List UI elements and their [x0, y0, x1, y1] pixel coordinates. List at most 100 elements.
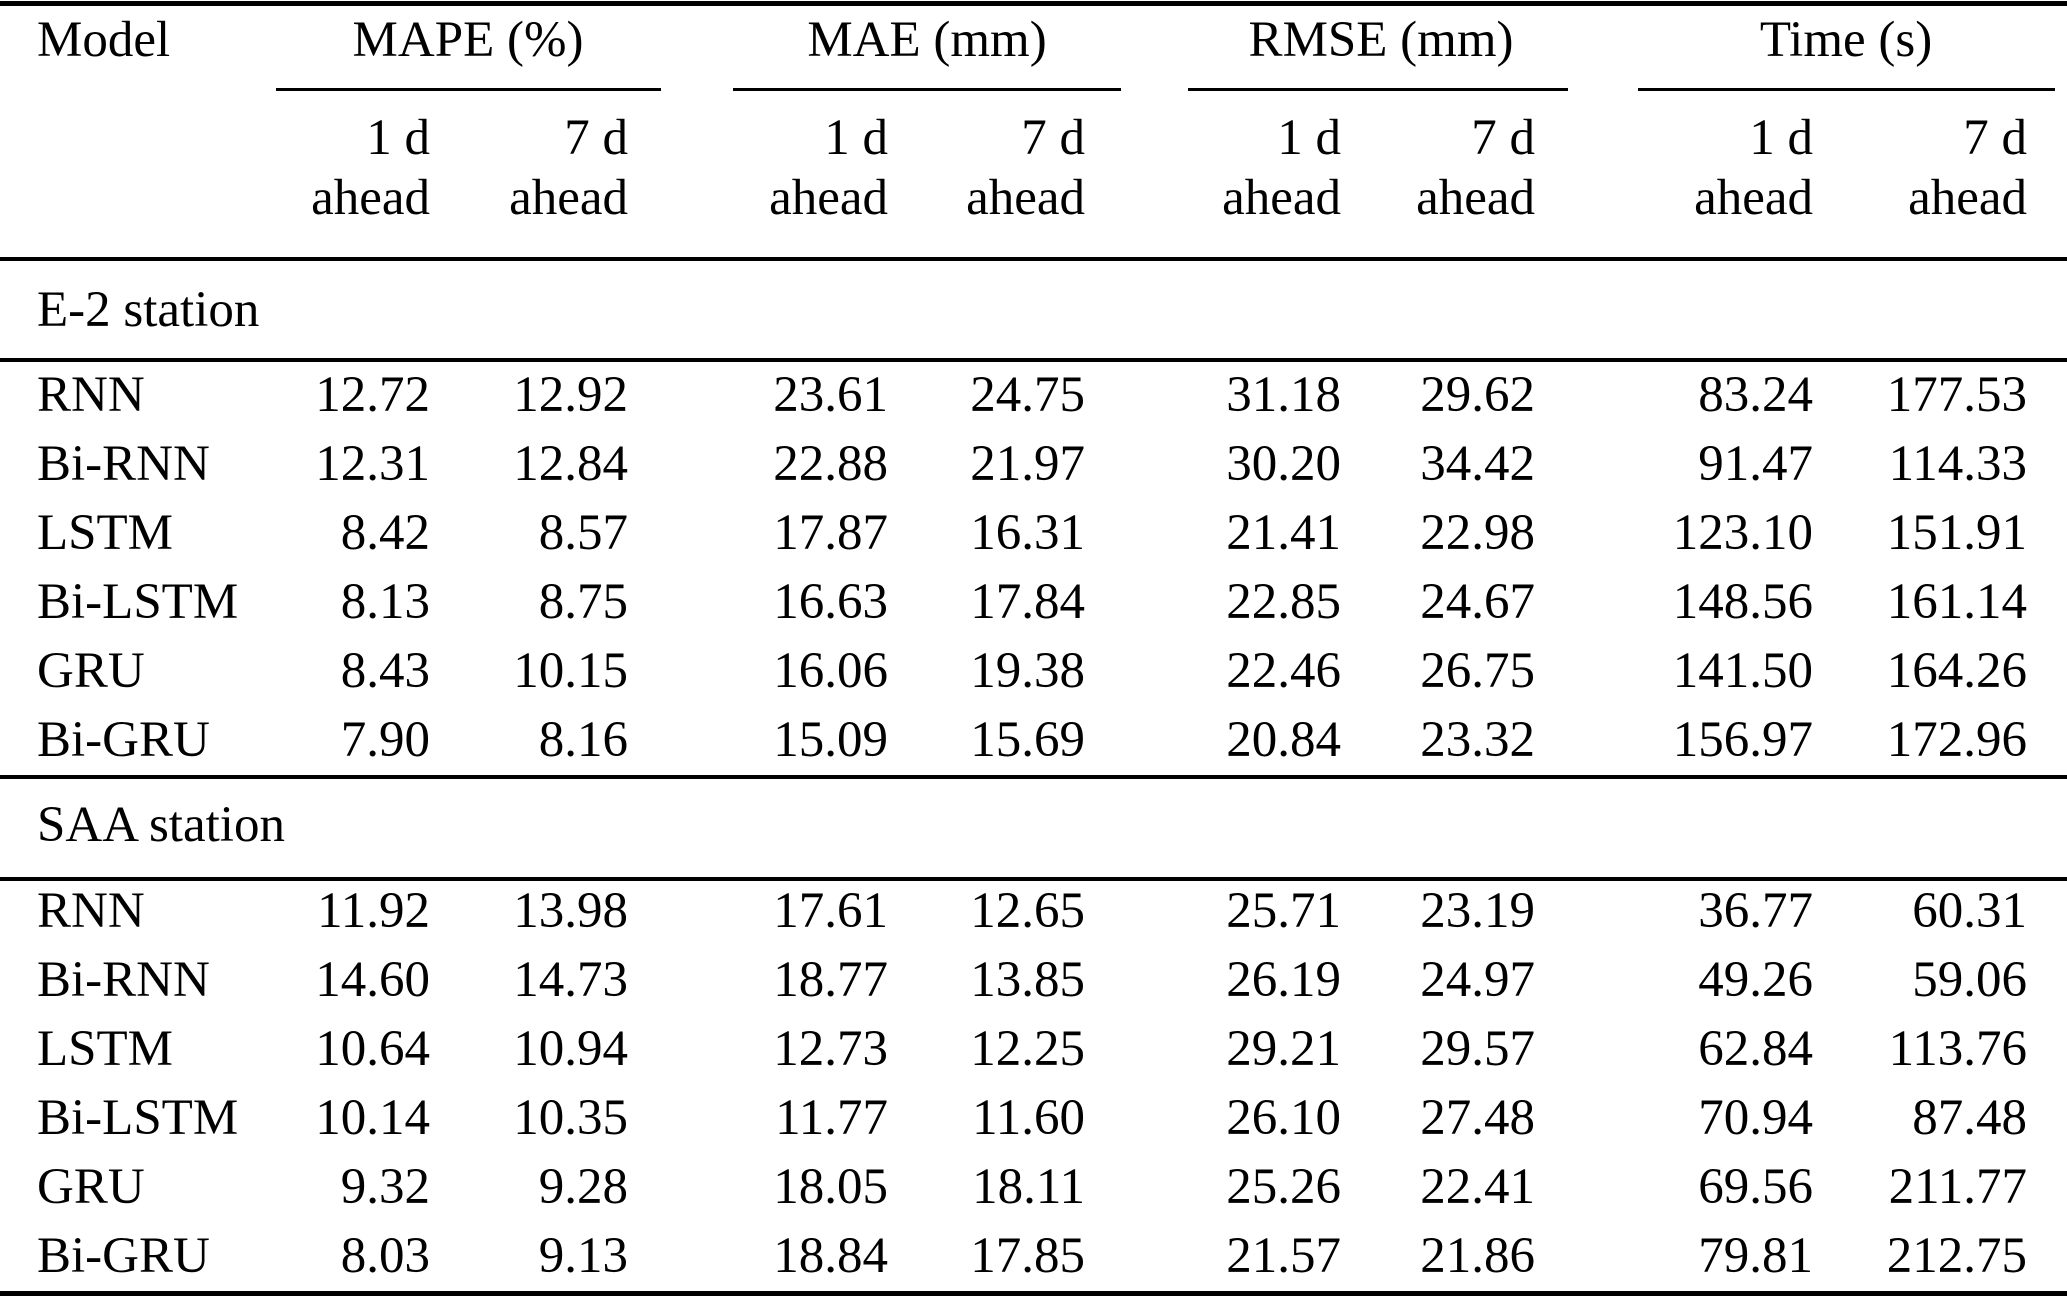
value-cell: 29.62	[1420, 366, 1536, 423]
value-cell: 22.41	[1420, 1158, 1536, 1215]
value-cell: 10.14	[315, 1089, 430, 1146]
value-cell: 11.77	[775, 1089, 888, 1146]
value-cell: 113.76	[1888, 1020, 2028, 1077]
model-cell: Bi-LSTM	[37, 573, 239, 630]
subheader-line2: ahead	[1908, 170, 2028, 226]
value-cell: 21.97	[970, 435, 1086, 492]
value-cell: 19.38	[970, 642, 1086, 699]
model-cell: Bi-RNN	[37, 951, 210, 1008]
table-row: RNN 11.92 13.98 17.61 12.65 25.71 23.19 …	[0, 876, 2067, 945]
table-row: GRU 8.43 10.15 16.06 19.38 22.46 26.75 1…	[0, 636, 2067, 705]
subheader-mae-7d: 7 d ahead	[888, 92, 1085, 260]
value-cell: 59.06	[1912, 951, 2028, 1008]
subheader-mape-7d: 7 d ahead	[430, 92, 628, 260]
value-cell: 22.88	[773, 435, 888, 492]
value-cell: 70.94	[1698, 1089, 1814, 1146]
rule-e2-section-bottom	[0, 358, 2067, 362]
value-cell: 23.32	[1420, 711, 1536, 768]
value-cell: 30.20	[1226, 435, 1342, 492]
cmidrule-mae	[733, 88, 1121, 91]
value-cell: 151.91	[1886, 504, 2028, 561]
subheader-line2: ahead	[1694, 170, 1814, 226]
table-row: GRU 9.32 9.28 18.05 18.11 25.26 22.41 69…	[0, 1152, 2067, 1221]
value-cell: 18.77	[773, 951, 888, 1008]
table-row: Bi-LSTM 8.13 8.75 16.63 17.84 22.85 24.6…	[0, 567, 2067, 636]
value-cell: 36.77	[1698, 882, 1814, 939]
value-cell: 20.84	[1226, 711, 1342, 768]
value-cell: 29.57	[1420, 1020, 1536, 1077]
value-cell: 14.60	[315, 951, 430, 1008]
value-cell: 10.15	[513, 642, 628, 699]
value-cell: 17.61	[773, 882, 888, 939]
value-cell: 12.65	[970, 882, 1086, 939]
model-column-header: Model	[37, 12, 171, 68]
value-cell: 24.67	[1420, 573, 1536, 630]
value-cell: 26.75	[1420, 642, 1536, 699]
value-cell: 83.24	[1698, 366, 1814, 423]
value-cell: 156.97	[1672, 711, 1814, 768]
subheader-line1: 7 d	[1471, 110, 1536, 166]
value-cell: 148.56	[1672, 573, 1814, 630]
value-cell: 8.16	[538, 711, 628, 768]
value-cell: 62.84	[1698, 1020, 1814, 1077]
subheader-line1: 7 d	[1963, 110, 2028, 166]
model-cell: GRU	[37, 1158, 145, 1215]
cmidrule-time	[1638, 88, 2055, 91]
rule-e2-data-bottom	[0, 775, 2067, 779]
value-cell: 22.98	[1420, 504, 1536, 561]
value-cell: 17.87	[773, 504, 888, 561]
table-row: LSTM 10.64 10.94 12.73 12.25 29.21 29.57…	[0, 1014, 2067, 1083]
model-cell: RNN	[37, 366, 145, 423]
subheader-line2: ahead	[1416, 170, 1536, 226]
value-cell: 9.28	[538, 1158, 628, 1215]
value-cell: 25.71	[1226, 882, 1342, 939]
value-cell: 25.26	[1226, 1158, 1342, 1215]
table-row: Bi-GRU 7.90 8.16 15.09 15.69 20.84 23.32…	[0, 705, 2067, 774]
value-cell: 49.26	[1698, 951, 1814, 1008]
value-cell: 13.98	[513, 882, 628, 939]
model-cell: LSTM	[37, 504, 174, 561]
value-cell: 172.96	[1886, 711, 2028, 768]
value-cell: 12.92	[513, 366, 628, 423]
value-cell: 164.26	[1886, 642, 2028, 699]
group-header-row: Model MAPE (%) MAE (mm) RMSE (mm) Time (…	[0, 0, 2067, 92]
table-row: Bi-RNN 14.60 14.73 18.77 13.85 26.19 24.…	[0, 945, 2067, 1014]
subheader-mape-1d: 1 d ahead	[276, 92, 430, 260]
section-label-saa: SAA station	[37, 797, 285, 853]
model-cell: Bi-GRU	[37, 711, 210, 768]
subheader-line1: 1 d	[1277, 110, 1342, 166]
subheader-time-1d: 1 d ahead	[1535, 92, 1813, 260]
value-cell: 21.57	[1226, 1227, 1342, 1284]
value-cell: 22.46	[1226, 642, 1342, 699]
rule-top	[0, 1, 2067, 6]
value-cell: 212.75	[1886, 1227, 2028, 1284]
value-cell: 11.60	[972, 1089, 1086, 1146]
subheader-rmse-7d: 7 d ahead	[1341, 92, 1535, 260]
value-cell: 10.64	[315, 1020, 430, 1077]
value-cell: 13.85	[970, 951, 1086, 1008]
value-cell: 60.31	[1912, 882, 2028, 939]
value-cell: 8.75	[538, 573, 628, 630]
value-cell: 9.32	[340, 1158, 430, 1215]
cmidrule-rmse	[1188, 88, 1568, 91]
value-cell: 8.57	[538, 504, 628, 561]
value-cell: 34.42	[1420, 435, 1536, 492]
subheader-line1: 1 d	[366, 110, 430, 166]
value-cell: 12.73	[773, 1020, 888, 1077]
table-row: Bi-LSTM 10.14 10.35 11.77 11.60 26.10 27…	[0, 1083, 2067, 1152]
model-cell: RNN	[37, 882, 145, 939]
value-cell: 29.21	[1226, 1020, 1342, 1077]
value-cell: 22.85	[1226, 573, 1342, 630]
rule-saa-section-bottom	[0, 877, 2067, 881]
value-cell: 15.09	[773, 711, 888, 768]
subheader-rmse-1d: 1 d ahead	[1085, 92, 1341, 260]
value-cell: 23.19	[1420, 882, 1536, 939]
group-header-mape: MAPE (%)	[352, 12, 584, 68]
value-cell: 24.75	[970, 366, 1086, 423]
value-cell: 21.86	[1420, 1227, 1536, 1284]
model-cell: Bi-RNN	[37, 435, 210, 492]
model-cell: GRU	[37, 642, 145, 699]
value-cell: 12.72	[315, 366, 430, 423]
value-cell: 16.63	[773, 573, 888, 630]
